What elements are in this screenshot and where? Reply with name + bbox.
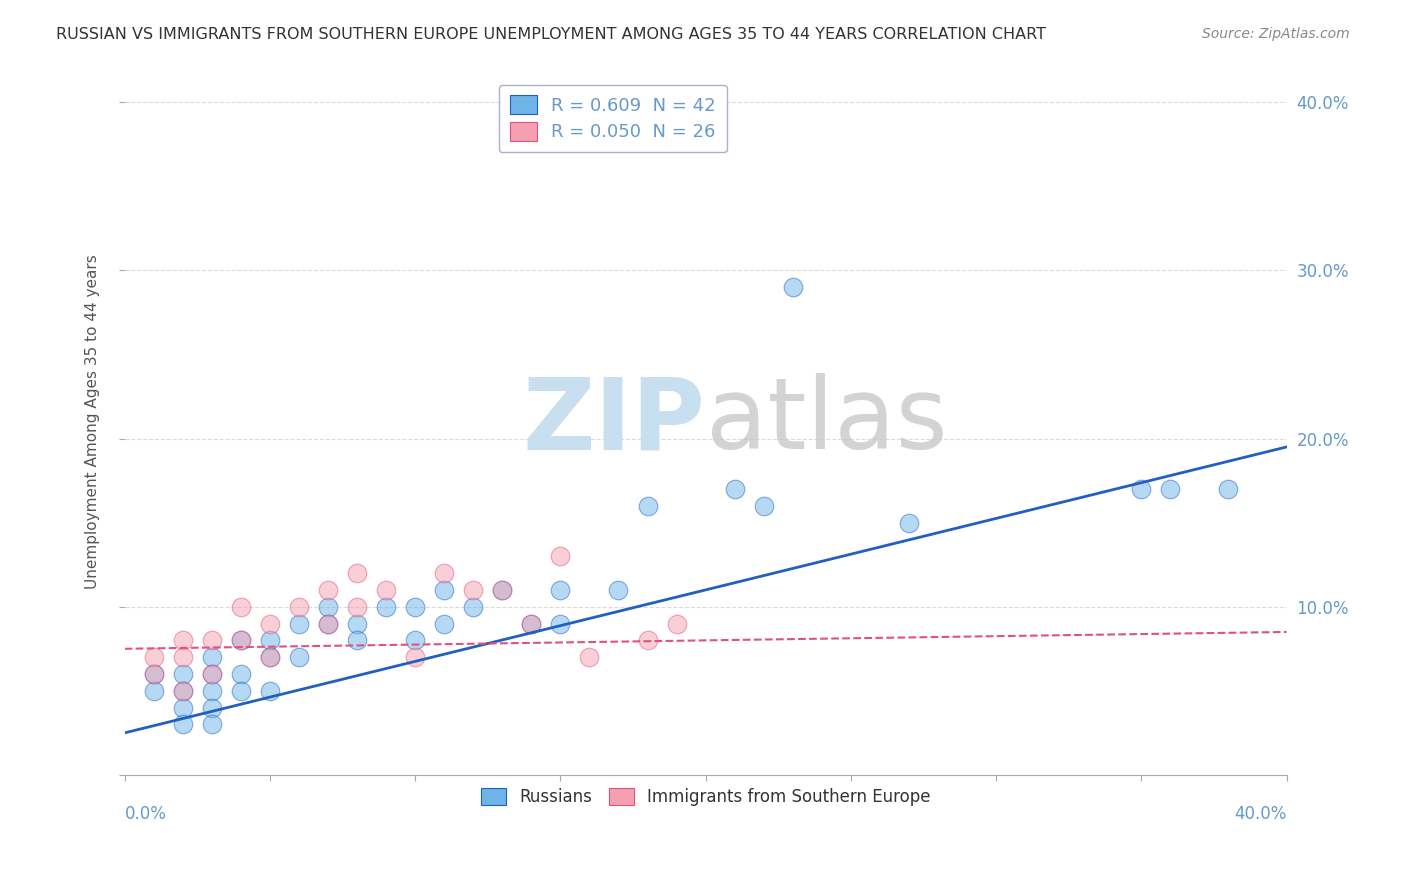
Text: ZIP: ZIP	[523, 373, 706, 470]
Point	[201, 700, 224, 714]
Y-axis label: Unemployment Among Ages 35 to 44 years: Unemployment Among Ages 35 to 44 years	[86, 254, 100, 589]
Point	[550, 582, 572, 597]
Point	[433, 616, 456, 631]
Point	[229, 633, 252, 648]
Point	[229, 599, 252, 614]
Point	[346, 599, 368, 614]
Point	[607, 582, 630, 597]
Point	[172, 683, 194, 698]
Point	[463, 599, 485, 614]
Legend: Russians, Immigrants from Southern Europe: Russians, Immigrants from Southern Europ…	[471, 778, 941, 816]
Point	[201, 717, 224, 731]
Point	[316, 616, 339, 631]
Point	[288, 599, 311, 614]
Point	[172, 650, 194, 665]
Point	[259, 650, 281, 665]
Point	[724, 482, 747, 496]
Point	[201, 667, 224, 681]
Point	[491, 582, 513, 597]
Point	[201, 667, 224, 681]
Point	[375, 599, 398, 614]
Text: Source: ZipAtlas.com: Source: ZipAtlas.com	[1202, 27, 1350, 41]
Point	[201, 650, 224, 665]
Point	[259, 683, 281, 698]
Point	[782, 280, 804, 294]
Point	[463, 582, 485, 597]
Point	[142, 667, 165, 681]
Point	[288, 650, 311, 665]
Point	[201, 633, 224, 648]
Point	[375, 582, 398, 597]
Point	[637, 499, 659, 513]
Point	[491, 582, 513, 597]
Point	[142, 683, 165, 698]
Point	[288, 616, 311, 631]
Point	[550, 616, 572, 631]
Point	[229, 683, 252, 698]
Point	[1218, 482, 1240, 496]
Point	[142, 650, 165, 665]
Point	[404, 633, 426, 648]
Point	[229, 633, 252, 648]
Point	[346, 616, 368, 631]
Point	[1159, 482, 1181, 496]
Point	[637, 633, 659, 648]
Point	[520, 616, 543, 631]
Point	[172, 717, 194, 731]
Point	[550, 549, 572, 564]
Point	[346, 566, 368, 580]
Point	[259, 650, 281, 665]
Point	[897, 516, 920, 530]
Point	[520, 616, 543, 631]
Point	[433, 582, 456, 597]
Point	[259, 616, 281, 631]
Text: 0.0%: 0.0%	[125, 805, 166, 823]
Point	[316, 582, 339, 597]
Point	[259, 633, 281, 648]
Point	[578, 650, 600, 665]
Point	[752, 499, 775, 513]
Point	[404, 599, 426, 614]
Point	[433, 566, 456, 580]
Point	[229, 667, 252, 681]
Point	[172, 633, 194, 648]
Text: 40.0%: 40.0%	[1234, 805, 1286, 823]
Point	[346, 633, 368, 648]
Point	[201, 683, 224, 698]
Point	[172, 667, 194, 681]
Point	[665, 616, 688, 631]
Point	[316, 599, 339, 614]
Point	[172, 700, 194, 714]
Point	[404, 650, 426, 665]
Point	[1130, 482, 1153, 496]
Point	[172, 683, 194, 698]
Point	[316, 616, 339, 631]
Text: RUSSIAN VS IMMIGRANTS FROM SOUTHERN EUROPE UNEMPLOYMENT AMONG AGES 35 TO 44 YEAR: RUSSIAN VS IMMIGRANTS FROM SOUTHERN EURO…	[56, 27, 1046, 42]
Text: atlas: atlas	[706, 373, 948, 470]
Point	[142, 667, 165, 681]
